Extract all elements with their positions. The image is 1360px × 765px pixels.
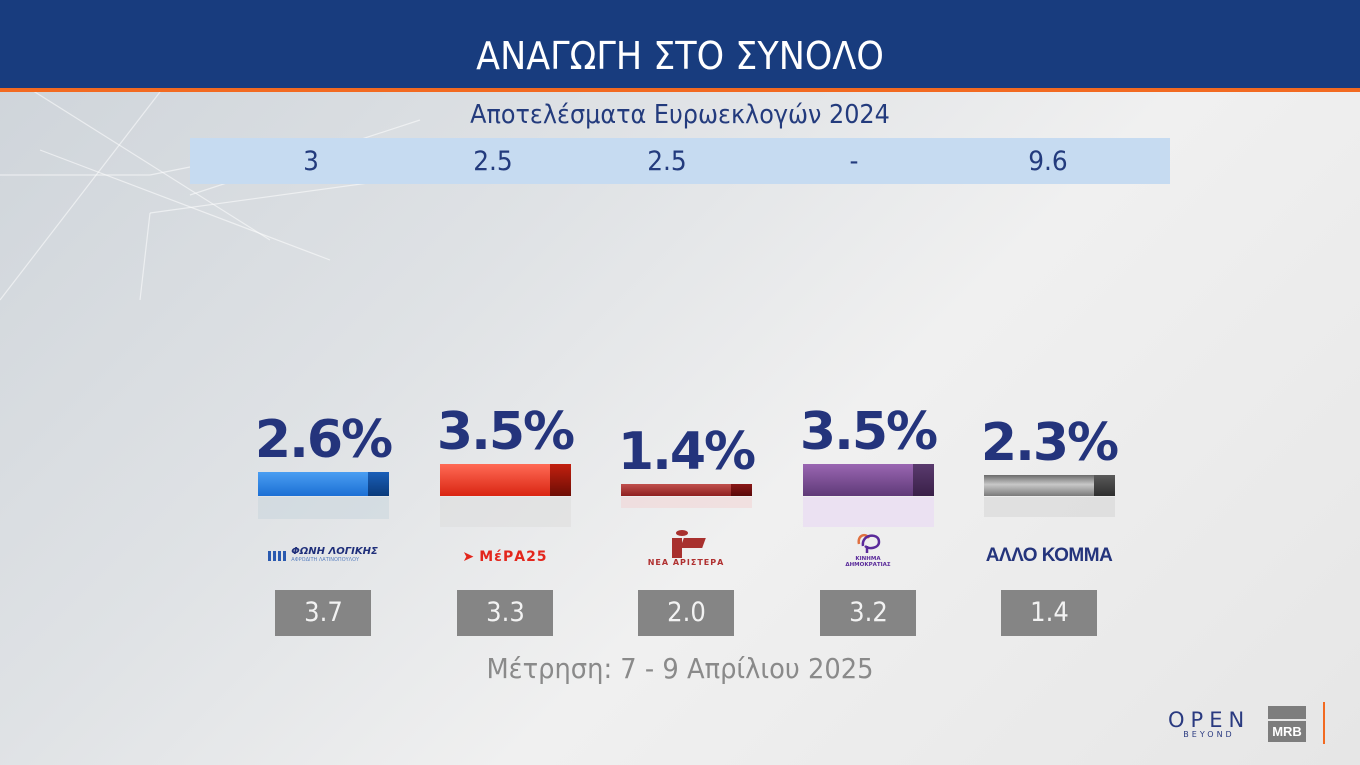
leaf-icon bbox=[857, 533, 881, 553]
previous-result-value: 2.5 bbox=[647, 146, 687, 177]
previous-poll-value: 3.3 bbox=[457, 590, 553, 636]
previous-poll-value: 1.4 bbox=[1001, 590, 1097, 636]
previous-results-title: Αποτελέσματα Ευρωεκλογών 2024 bbox=[470, 100, 890, 130]
party-percentage: 2.6% bbox=[254, 410, 393, 470]
party-bar bbox=[258, 472, 389, 496]
bar-reflection bbox=[621, 497, 752, 508]
party-logo-nea-aristera: ΝΕΑ ΑΡΙΣΤΕΡΑ bbox=[596, 530, 776, 567]
party-percentage: 3.5% bbox=[436, 402, 575, 462]
open-beyond-logo: OPEN BEYOND bbox=[1168, 708, 1251, 739]
party-percentage: 2.3% bbox=[980, 413, 1119, 473]
arrow-bird-icon: ➤ bbox=[462, 549, 475, 565]
party-logo-foni-logikis: ΦΩΝΗ ΛΟΓΙΚΗΣ ΑΦΡΟΔΙΤΗ ΛΑΤΙΝΟΠΟΥΛΟΥ bbox=[233, 545, 413, 564]
foni-logikis-icon bbox=[268, 550, 287, 561]
party-percentage: 1.4% bbox=[617, 422, 756, 482]
page-title: ΑΝΑΓΩΓΗ ΣΤΟ ΣΥΝΟΛΟ bbox=[476, 34, 884, 78]
previous-results-row: 3 2.5 2.5 - 9.6 bbox=[190, 138, 1170, 184]
previous-result-value: - bbox=[849, 146, 859, 177]
previous-poll-value: 3.2 bbox=[820, 590, 916, 636]
party-bar bbox=[621, 484, 752, 496]
party-bar bbox=[803, 464, 934, 496]
nea-aristera-icon bbox=[666, 530, 706, 558]
header-bar: ΑΝΑΓΩΓΗ ΣΤΟ ΣΥΝΟΛΟ bbox=[0, 0, 1360, 92]
previous-result-value: 3 bbox=[303, 146, 319, 177]
survey-date: Μέτρηση: 7 - 9 Απρίλιου 2025 bbox=[486, 652, 874, 685]
previous-poll-value: 2.0 bbox=[638, 590, 734, 636]
party-percentage: 3.5% bbox=[799, 402, 938, 462]
party-logo-mera25: ➤ ΜέΡΑ25 bbox=[462, 549, 548, 565]
divider bbox=[1323, 702, 1325, 744]
bar-reflection bbox=[440, 497, 571, 527]
party-logo-kinima-dimokratias: ΚΙΝΗΜΑ ΔΗΜΟΚΡΑΤΙΑΣ bbox=[778, 530, 958, 568]
previous-poll-value: 3.7 bbox=[275, 590, 371, 636]
previous-result-value: 9.6 bbox=[1028, 146, 1068, 177]
party-bar bbox=[984, 475, 1115, 496]
bar-reflection bbox=[984, 497, 1115, 517]
bar-reflection bbox=[803, 497, 934, 527]
previous-result-value: 2.5 bbox=[473, 146, 513, 177]
mrb-logo: MRB bbox=[1268, 706, 1306, 742]
party-bar bbox=[440, 464, 571, 496]
bar-reflection bbox=[258, 497, 389, 519]
party-label-allo-komma: ΑΛΛΟ ΚΟΜΜΑ bbox=[985, 545, 1113, 566]
